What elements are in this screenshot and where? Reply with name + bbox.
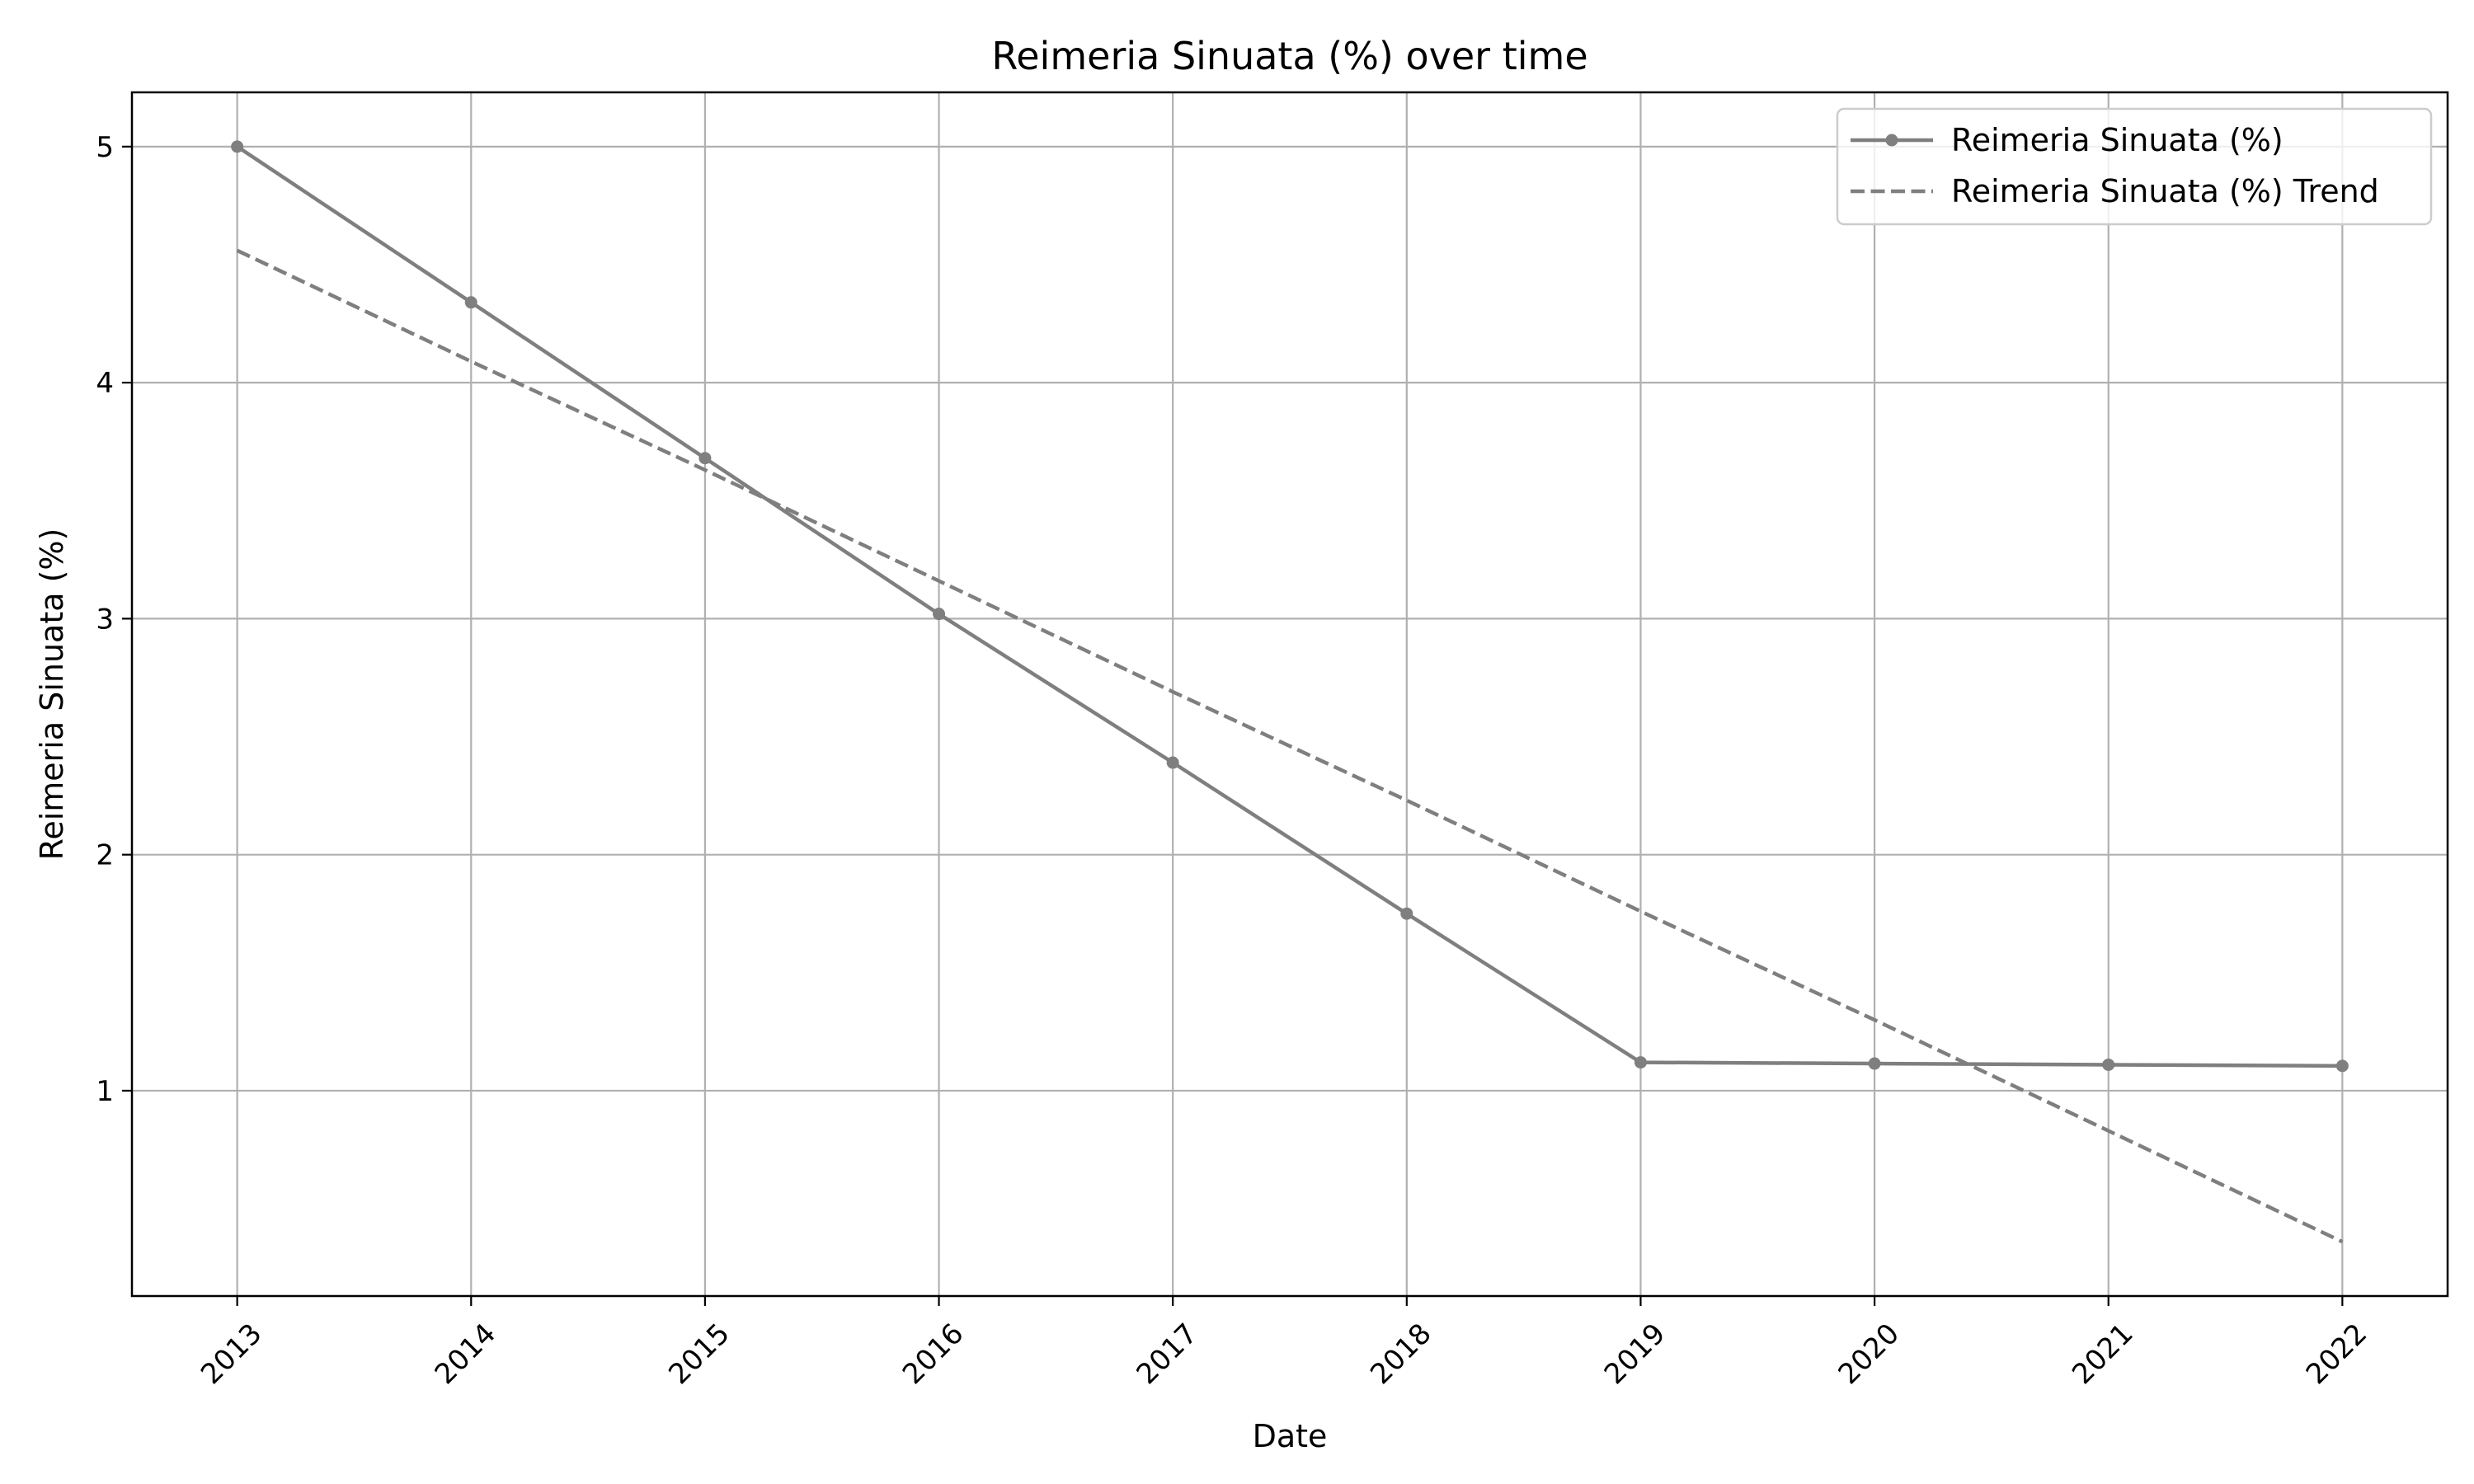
grid-layer [132, 92, 2448, 1296]
series-line [236, 144, 2343, 1068]
data-point [1868, 1057, 1881, 1070]
x-tick-label: 2017 [1131, 1317, 1204, 1391]
x-tick-label: 2016 [896, 1317, 970, 1391]
x-tick-label: 2019 [1598, 1317, 1672, 1391]
data-point [231, 140, 244, 153]
data-point [2335, 1059, 2349, 1073]
legend-marker [1885, 134, 1898, 147]
x-tick-label: 2022 [2300, 1317, 2373, 1391]
series-layer [231, 140, 2349, 1244]
ticks-layer: 2013 2014 2015 2016 2017 2018 2019 2020 2021 2022… [96, 131, 2373, 1391]
data-point [1166, 756, 1179, 769]
data-point [2102, 1058, 2115, 1071]
plot-frame [130, 91, 2449, 1298]
legend-box [1836, 107, 2433, 226]
y-tick-label: 3 [96, 603, 114, 636]
x-tick-label: 2014 [429, 1317, 502, 1391]
legend-label: Reimeria Sinuata (%) Trend [1951, 173, 2379, 209]
y-tick-label: 4 [96, 367, 114, 400]
legend-label: Reimeria Sinuata (%) [1951, 122, 2284, 158]
chart-title: Reimeria Sinuata (%) over time [991, 34, 1587, 78]
y-tick-label: 5 [96, 131, 114, 164]
legend: Reimeria Sinuata (%) Reimeria Sinuata (%)… [1836, 107, 2433, 226]
data-point [464, 296, 477, 309]
y-tick-label: 1 [96, 1075, 114, 1108]
data-point [1400, 907, 1413, 920]
x-tick-label: 2021 [2066, 1317, 2139, 1391]
trend-line [236, 248, 2344, 1244]
data-point [698, 452, 712, 465]
x-axis-title: Date [1253, 1418, 1328, 1454]
x-tick-label: 2020 [1832, 1317, 1906, 1391]
data-point [1634, 1056, 1647, 1069]
x-tick-label: 2018 [1364, 1317, 1437, 1391]
x-tick-label: 2015 [662, 1317, 736, 1391]
x-tick-label: 2013 [195, 1317, 268, 1391]
y-axis-title: Reimeria Sinuata (%) [34, 528, 70, 861]
y-tick-label: 2 [96, 839, 114, 872]
data-point [933, 608, 946, 621]
